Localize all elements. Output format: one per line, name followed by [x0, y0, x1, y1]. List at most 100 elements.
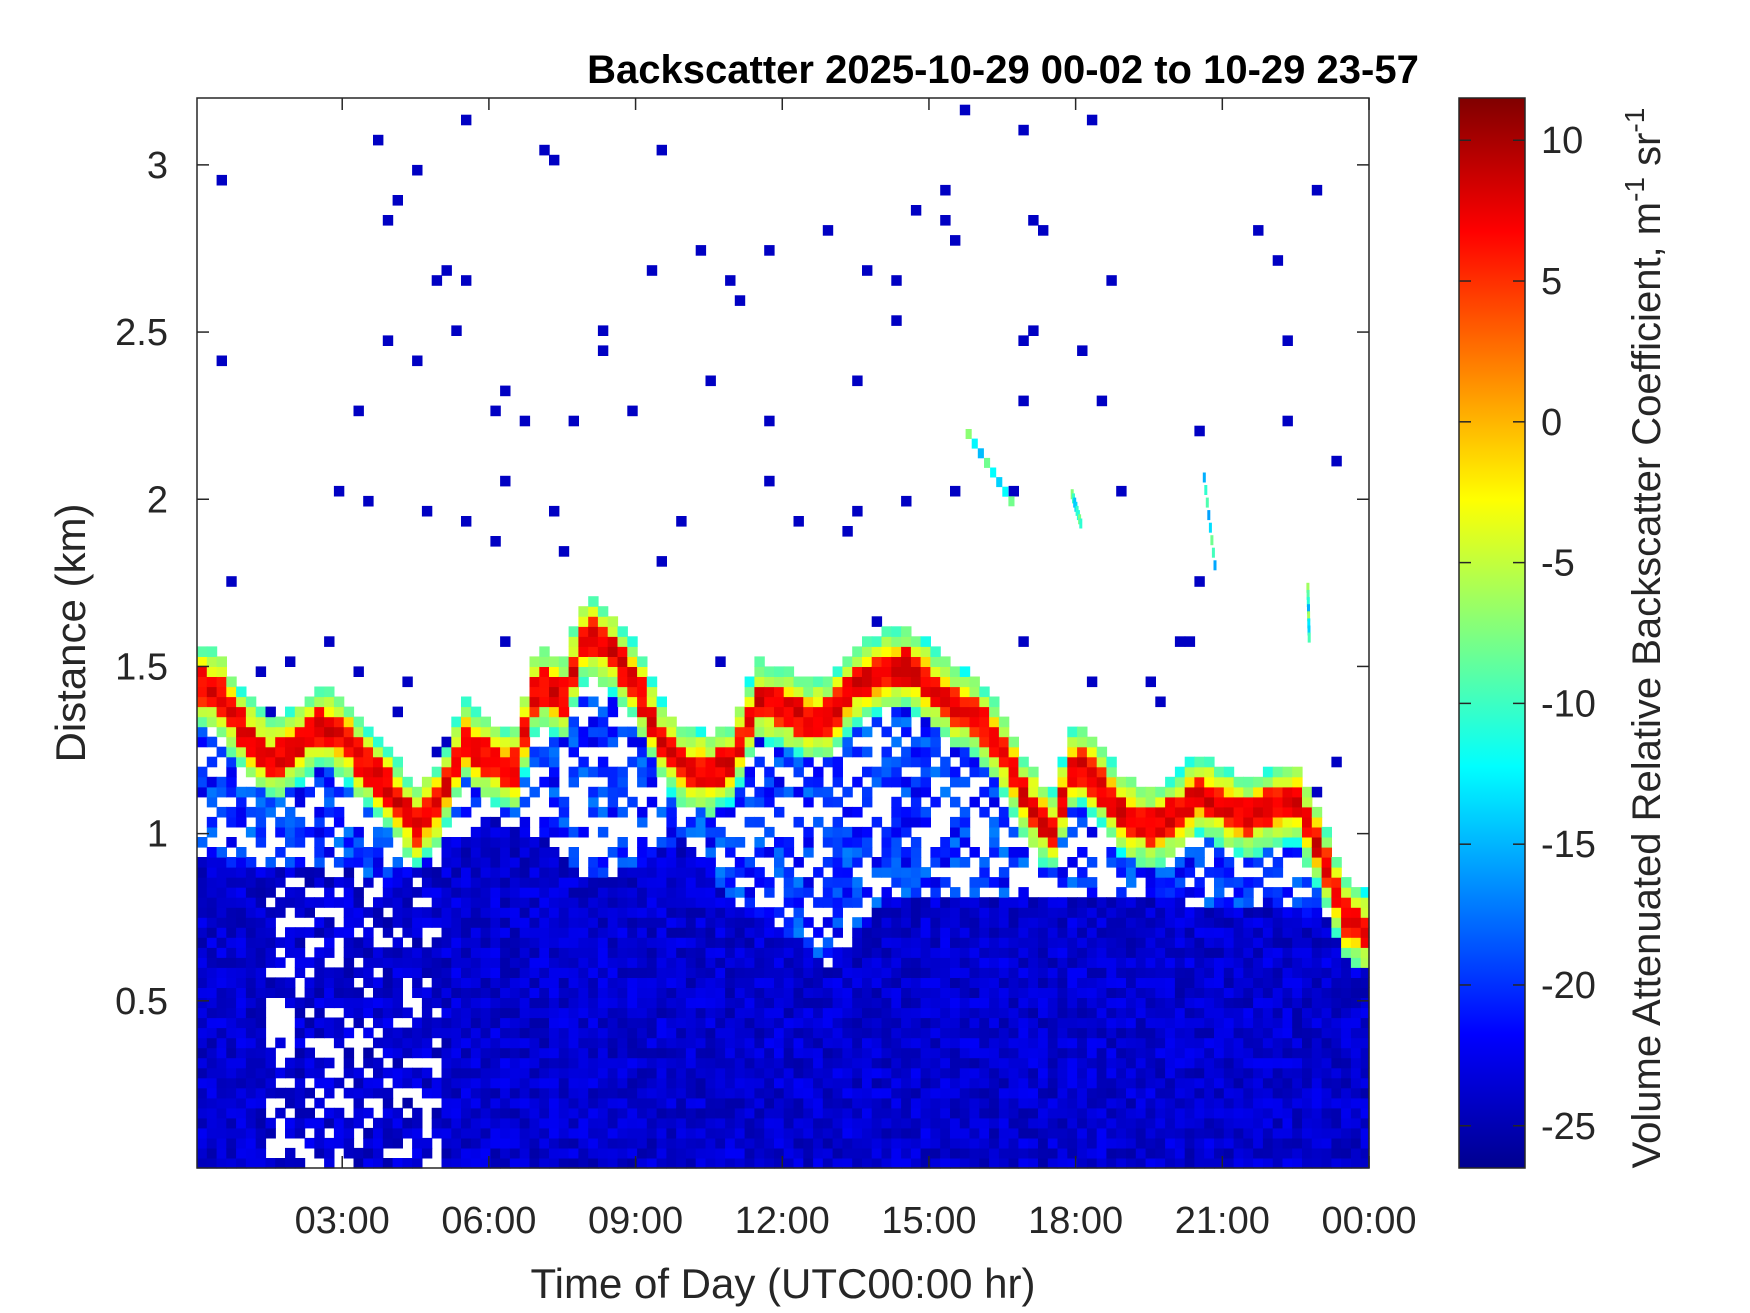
heatmap-cell [197, 1027, 208, 1039]
heatmap-cell [695, 1037, 707, 1049]
heatmap-cell [871, 1107, 883, 1119]
heatmap-cell [959, 706, 971, 718]
heatmap-cell [304, 716, 315, 728]
heatmap-cell [774, 776, 785, 788]
heatmap-cell [744, 1027, 755, 1039]
heatmap-cell [206, 666, 218, 677]
heatmap-cell [588, 596, 599, 607]
heatmap-cell [685, 1158, 697, 1169]
heatmap-cell [969, 957, 980, 968]
elevated-layer-cell [1210, 535, 1214, 546]
heatmap-cell [862, 706, 873, 718]
heatmap-cell [969, 676, 980, 688]
heatmap-cell [285, 726, 296, 738]
heatmap-cell [1204, 1017, 1215, 1029]
heatmap-cell [1350, 1127, 1362, 1139]
heatmap-cell [1272, 957, 1284, 968]
heatmap-cell [1008, 1037, 1019, 1049]
heatmap-cell [656, 1047, 667, 1059]
heatmap-cell [197, 686, 208, 698]
heatmap-cell [969, 947, 980, 958]
heatmap-cell [578, 1087, 589, 1099]
heatmap-cell [744, 1127, 755, 1139]
heatmap-cell [989, 1017, 1000, 1029]
heatmap-cell [1126, 1067, 1137, 1079]
plot-area: 03:00 06:00 09:00 12:00 15:00 18:00 21:00 00:00… [115, 97, 1417, 1242]
heatmap-cell [734, 1097, 746, 1109]
heatmap-cell [862, 917, 873, 928]
heatmap-cell [1292, 847, 1303, 858]
heatmap-cell [793, 1127, 804, 1139]
heatmap-cell [1067, 877, 1078, 888]
heatmap-cell [1204, 927, 1215, 938]
heatmap-cell [959, 967, 971, 978]
heatmap-cell [656, 947, 667, 958]
heatmap-cell [1341, 997, 1352, 1009]
heatmap-cell [294, 1087, 306, 1099]
heatmap-cell [1204, 786, 1215, 798]
heatmap-cell [725, 1158, 736, 1169]
heatmap-cell [783, 887, 795, 898]
heatmap-cell [1126, 786, 1137, 798]
heatmap-cell [1360, 887, 1370, 898]
x-tick-label: 00:00 [1321, 1200, 1416, 1242]
heatmap-cell [617, 806, 628, 818]
heatmap-cell [373, 987, 384, 998]
heatmap-cell [920, 1057, 931, 1069]
heatmap-cell [774, 947, 785, 958]
colorbar-gradient [1458, 97, 1526, 1169]
heatmap-cell [1311, 1158, 1323, 1169]
heatmap-cell [578, 1037, 589, 1049]
heatmap-cell [685, 1147, 697, 1159]
heatmap-cell [783, 1057, 795, 1069]
heatmap-cell [578, 1077, 589, 1089]
heatmap-cell [715, 656, 726, 667]
heatmap-cell [265, 937, 276, 948]
heatmap-cell [509, 907, 521, 918]
heatmap-cell [901, 1057, 912, 1069]
heatmap-cell [490, 1127, 501, 1139]
heatmap-cell [1253, 997, 1264, 1009]
heatmap-cell [1008, 1047, 1019, 1059]
heatmap-cell [245, 1077, 257, 1089]
heatmap-cell [676, 1117, 687, 1129]
heatmap-cell [1321, 917, 1332, 928]
heatmap-cell [637, 947, 648, 958]
heatmap-cell [382, 796, 394, 808]
heatmap-cell [725, 1137, 736, 1149]
heatmap-cell [1028, 987, 1039, 998]
heatmap-cell [382, 967, 394, 978]
heatmap-cell [871, 1057, 883, 1069]
heatmap-cell [783, 786, 795, 798]
heatmap-cell [1282, 766, 1293, 778]
elevated-layer-cell [1211, 547, 1215, 558]
heatmap-cell [764, 997, 775, 1009]
heatmap-cell [715, 957, 726, 968]
heatmap-cell [206, 1137, 218, 1149]
heatmap-cell [1018, 1047, 1029, 1059]
heatmap-cell [637, 927, 648, 938]
heatmap-cell [744, 927, 755, 938]
heatmap-cell [950, 686, 961, 698]
heatmap-cell [324, 847, 335, 858]
heatmap-cell [959, 947, 971, 958]
heatmap-cell [901, 987, 912, 998]
heatmap-cell [881, 1097, 892, 1109]
heatmap-cell [734, 746, 746, 758]
heatmap-cell [285, 716, 296, 728]
heatmap-cell [1223, 806, 1235, 818]
heatmap-cell [529, 1047, 540, 1059]
heatmap-cell [1028, 977, 1039, 988]
heatmap-cell [852, 776, 863, 788]
heatmap-cell [998, 786, 1010, 798]
heatmap-cell [881, 1007, 892, 1019]
heatmap-cell [1282, 796, 1293, 808]
heatmap-cell [891, 1137, 902, 1149]
heatmap-cell [695, 806, 707, 818]
heatmap-cell [1302, 1158, 1313, 1169]
heatmap-cell [950, 987, 961, 998]
heatmap-cell [774, 1067, 785, 1079]
heatmap-cell [617, 776, 628, 788]
heatmap-cell [373, 776, 384, 788]
